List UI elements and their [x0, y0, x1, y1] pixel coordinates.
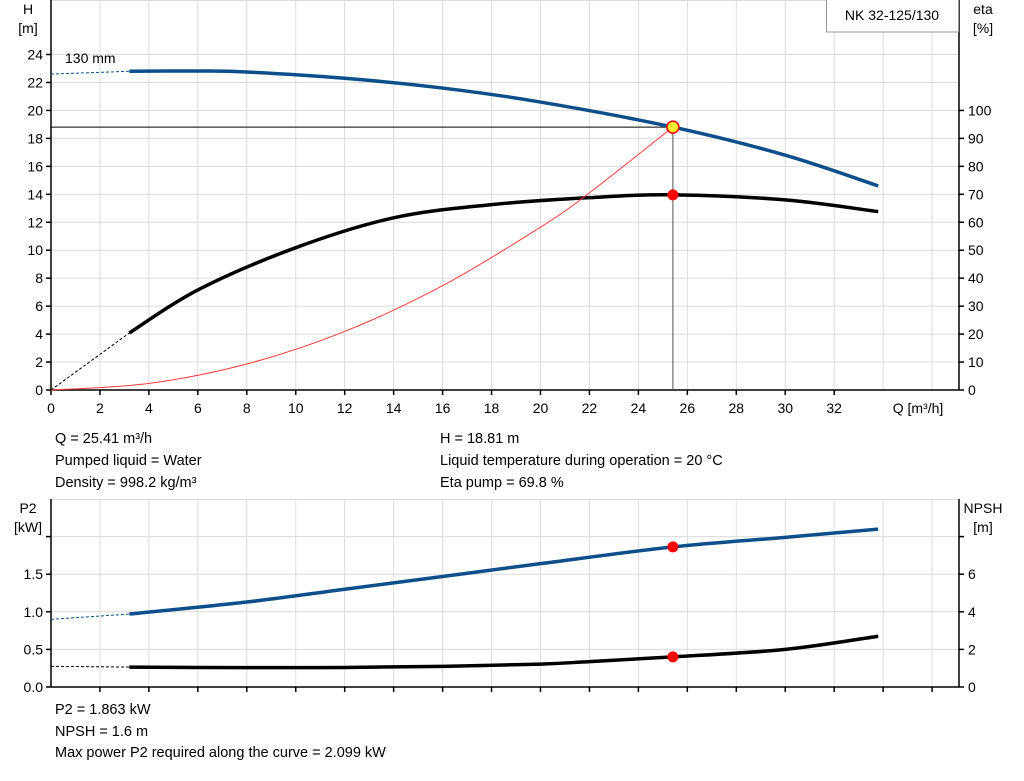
top-left-axis-unit: [m] [18, 20, 37, 36]
top-eta-extrapolation [50, 332, 130, 391]
top-head-curve [129, 69, 879, 188]
info-max-p2: Max power P2 required along the curve = … [55, 745, 386, 761]
info-p2: P2 = 1.863 kW [55, 702, 151, 718]
top-left-tick-label: 16 [27, 158, 43, 174]
top-right-tick-label: 0 [968, 382, 976, 398]
bottom-npsh-extrapolation [50, 665, 130, 668]
x-tick-label: 6 [194, 400, 202, 416]
bottom-left-tick-label: 0.5 [24, 641, 44, 657]
x-tick-label: 24 [631, 400, 647, 416]
top-left-tick-label: 8 [35, 270, 43, 286]
info-flow: Q = 25.41 m³/h [55, 431, 153, 447]
x-tick-label: 2 [96, 400, 104, 416]
npsh-duty-point [667, 651, 679, 663]
x-tick-label: 32 [826, 400, 842, 416]
top-right-tick-label: 50 [968, 242, 984, 258]
x-tick-label: 0 [47, 400, 55, 416]
top-eta-curve [128, 193, 879, 335]
bottom-right-axis-unit: [m] [973, 519, 992, 535]
top-right-tick-label: 20 [968, 326, 984, 342]
info-density: Density = 998.2 kg/m³ [55, 475, 197, 491]
top-left-tick-label: 2 [35, 354, 43, 370]
x-axis-title: Q [m³/h] [893, 400, 944, 416]
duty-point [666, 120, 680, 134]
bottom-p2-extrapolation [50, 613, 130, 620]
bottom-left-tick-label: 1.5 [24, 566, 44, 582]
x-tick-label: 28 [728, 400, 744, 416]
x-tick-label: 10 [288, 400, 304, 416]
x-tick-label: 18 [484, 400, 500, 416]
bottom-npsh-curve [129, 634, 879, 670]
x-tick-label: 16 [435, 400, 451, 416]
x-tick-label: 14 [386, 400, 402, 416]
top-right-tick-label: 30 [968, 298, 984, 314]
top-head-extrapolation [50, 70, 130, 75]
top-right-tick-label: 40 [968, 270, 984, 286]
top-left-tick-label: 4 [35, 326, 43, 342]
impeller-diameter-label: 130 mm [65, 50, 116, 66]
p2-duty-point [667, 541, 679, 553]
bottom-right-tick-label: 6 [968, 566, 976, 582]
bottom-right-tick-label: 2 [968, 641, 976, 657]
legend-pump-model: NK 32-125/130 [845, 7, 939, 23]
top-right-tick-label: 70 [968, 186, 984, 202]
x-tick-label: 30 [777, 400, 793, 416]
x-tick-label: 26 [680, 400, 696, 416]
bottom-p2-curve [129, 527, 879, 616]
bottom-right-axis-title: NPSH [964, 500, 1003, 516]
x-tick-label: 22 [582, 400, 598, 416]
top-left-tick-label: 18 [27, 130, 43, 146]
top-right-axis-title: eta [973, 1, 993, 17]
info-liquid: Pumped liquid = Water [55, 453, 202, 469]
info-temperature: Liquid temperature during operation = 20… [440, 453, 723, 469]
info-eta: Eta pump = 69.8 % [440, 475, 564, 491]
info-npsh: NPSH = 1.6 m [55, 724, 149, 740]
top-left-tick-label: 14 [27, 186, 43, 202]
top-left-axis-title: H [23, 1, 33, 17]
x-tick-label: 4 [145, 400, 153, 416]
bottom-left-tick-label: 1.0 [24, 604, 44, 620]
bottom-right-tick-label: 4 [968, 604, 976, 620]
x-tick-label: 20 [533, 400, 549, 416]
top-left-tick-label: 10 [27, 242, 43, 258]
top-left-tick-label: 22 [27, 74, 43, 90]
top-left-tick-label: 6 [35, 298, 43, 314]
bottom-left-axis-title: P2 [19, 500, 36, 516]
bottom-right-tick-label: 0 [968, 679, 976, 695]
top-left-tick-label: 0 [35, 382, 43, 398]
top-right-axis-unit: [%] [973, 20, 993, 36]
top-left-tick-label: 12 [27, 214, 43, 230]
x-tick-label: 12 [337, 400, 353, 416]
legend-box [826, 0, 959, 33]
top-right-tick-label: 80 [968, 158, 984, 174]
top-left-tick-label: 24 [27, 47, 43, 63]
top-right-tick-label: 60 [968, 214, 984, 230]
top-right-tick-label: 100 [968, 102, 992, 118]
top-right-tick-label: 10 [968, 354, 984, 370]
top-system-curve [50, 126, 674, 391]
top-right-tick-label: 90 [968, 130, 984, 146]
bottom-left-axis-unit: [kW] [14, 519, 42, 535]
bottom-left-tick-label: 0.0 [24, 679, 44, 695]
info-head: H = 18.81 m [440, 431, 520, 447]
x-tick-label: 8 [243, 400, 251, 416]
eta-duty-point [667, 189, 679, 201]
top-left-tick-label: 20 [27, 102, 43, 118]
